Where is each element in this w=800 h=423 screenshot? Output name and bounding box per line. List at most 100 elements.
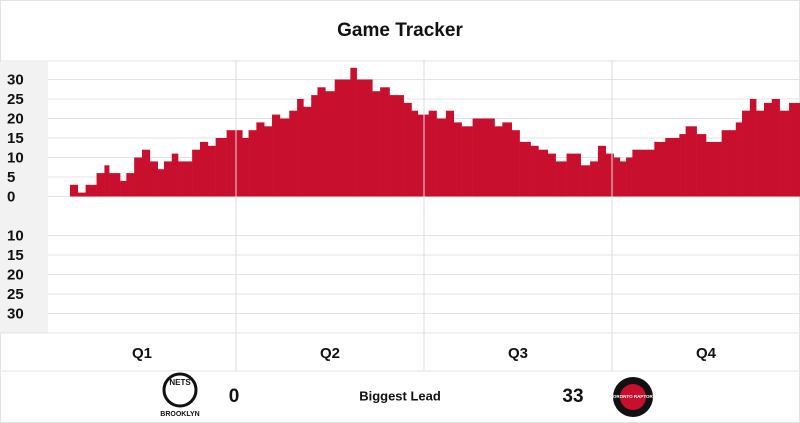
lead-step [453, 122, 462, 197]
lead-step [632, 149, 655, 197]
lead-step [590, 161, 599, 197]
lead-step [289, 110, 298, 197]
logo-ring [162, 372, 198, 408]
lead-step [356, 79, 373, 197]
lead-step [126, 173, 135, 197]
y-tick-label: 25 [7, 286, 24, 303]
lead-step [157, 169, 165, 197]
lead-step [142, 149, 151, 197]
y-tick-label: 5 [7, 169, 15, 186]
logo-text: BROOKLYN [160, 411, 199, 418]
lead-step [538, 149, 549, 197]
lead-step [461, 126, 473, 197]
lead-step [756, 110, 765, 197]
quarter-label: Q3 [508, 345, 528, 362]
lead-step [317, 87, 326, 197]
y-tick-label: 15 [7, 247, 24, 264]
lead-step [303, 106, 312, 197]
lead-step [120, 180, 127, 197]
y-tick-label: 25 [7, 91, 24, 108]
lead-step [242, 138, 249, 197]
logo-text: NETS [169, 378, 191, 387]
lead-step [555, 161, 567, 197]
away-logo: TORONTO RAPTORS [610, 377, 656, 417]
lead-step [77, 192, 86, 197]
lead-step [69, 184, 79, 197]
y-tick-label: 10 [7, 227, 24, 244]
lead-label: Biggest Lead [359, 388, 441, 403]
y-tick-label: 30 [7, 71, 24, 88]
lead-step [472, 118, 495, 197]
lead-step [779, 110, 790, 197]
quarter-label: Q1 [132, 345, 152, 362]
lead-step [256, 122, 265, 197]
lead-step [735, 122, 743, 197]
y-tick-label: 30 [7, 305, 24, 322]
lead-step [178, 161, 193, 197]
lead-step [530, 145, 539, 197]
lead-step [654, 141, 666, 197]
lead-step [403, 102, 412, 197]
logo-center [620, 384, 646, 410]
lead-step [771, 99, 780, 197]
lead-step [626, 157, 633, 197]
lead-step [566, 153, 581, 197]
lead-step [749, 99, 757, 197]
lead-step [279, 118, 290, 197]
lead-step [215, 138, 227, 197]
lead-step [742, 110, 751, 197]
lead-step [519, 141, 531, 197]
lead-step [272, 114, 281, 197]
y-tick-label: 20 [7, 266, 24, 283]
lead-step [311, 95, 318, 197]
home-logo: NETS BROOKLYN [160, 372, 200, 418]
lead-step [134, 157, 143, 197]
lead-step [547, 153, 556, 197]
lead-step [264, 126, 273, 197]
lead-step [85, 184, 97, 197]
lead-step [297, 99, 304, 197]
lead-step [763, 102, 773, 197]
lead-step [372, 91, 381, 197]
lead-step [226, 130, 243, 197]
home-lead: 0 [229, 386, 240, 407]
lead-step [207, 145, 216, 197]
y-tick-label: 10 [7, 149, 24, 166]
lead-step [436, 118, 447, 197]
lead-step [163, 161, 173, 197]
lead-step [192, 149, 201, 197]
y-tick-label: 0 [7, 188, 15, 205]
lead-step [445, 110, 455, 197]
lead-step [619, 161, 627, 197]
lead-step [428, 110, 437, 197]
lead-step [350, 67, 357, 197]
lead-step [199, 141, 209, 197]
lead-step [696, 134, 707, 197]
axis-panel [0, 62, 48, 333]
lead-step [511, 130, 520, 197]
lead-step [597, 145, 607, 197]
quarter-label: Q2 [320, 345, 340, 362]
lead-step [109, 173, 121, 197]
lead-step [334, 79, 351, 197]
lead-step [325, 91, 335, 197]
lead-step [580, 165, 591, 197]
quarter-label: Q4 [696, 345, 717, 362]
plot: 30 25 20 15 10 5 0 10 15 20 25 30 Q1 Q2 Q3 Q4 [0, 60, 800, 371]
logo-text: TORONTO RAPTORS [610, 394, 656, 399]
lead-step [502, 122, 513, 197]
y-tick-label: 20 [7, 110, 24, 127]
lead-step [171, 153, 179, 197]
lead-step [665, 138, 680, 197]
lead-step [149, 161, 158, 197]
lead-step [248, 130, 257, 197]
lead-step [104, 165, 110, 197]
lead-step [494, 126, 503, 197]
lead-step [789, 102, 800, 197]
lead-step [96, 173, 105, 197]
lead-step [685, 126, 697, 197]
away-lead: 33 [562, 386, 583, 407]
lead-step [721, 130, 737, 197]
